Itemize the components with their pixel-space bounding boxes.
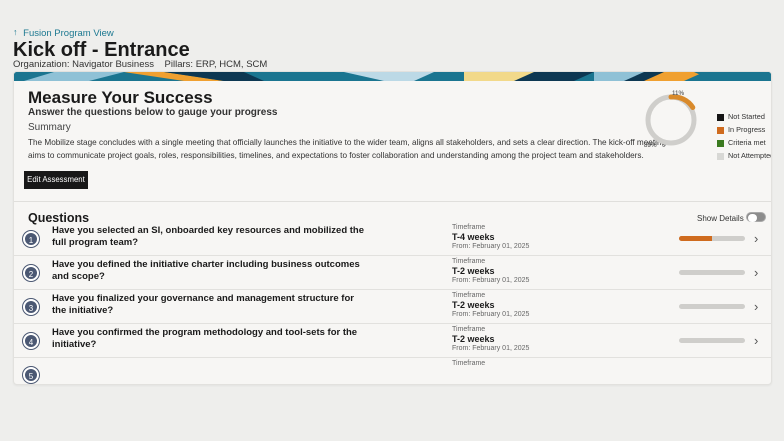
svg-text:89%: 89% [644, 142, 657, 148]
svg-text:11%: 11% [672, 90, 685, 97]
